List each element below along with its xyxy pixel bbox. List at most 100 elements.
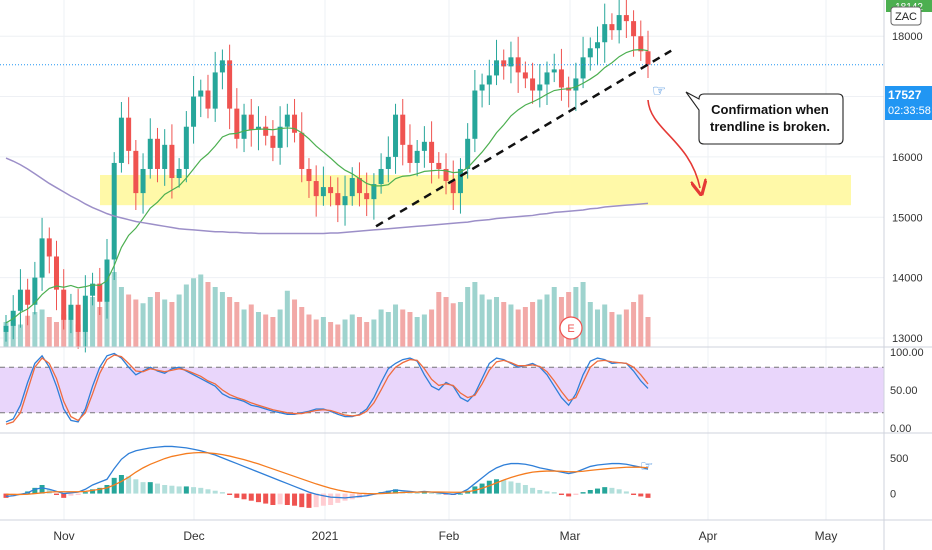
price-tick-label: 13000 <box>892 333 923 345</box>
macd-tick-label: 500 <box>890 453 908 465</box>
symbol-badge[interactable]: ZAC <box>890 6 922 26</box>
macd-histogram-bar <box>277 493 283 505</box>
volume-bar <box>255 312 261 347</box>
candle-body <box>198 90 204 97</box>
candle-body <box>140 168 146 194</box>
volume-bar <box>97 307 103 347</box>
volume-bar <box>580 282 586 347</box>
hand-cursor-icon-macd[interactable]: ☞ <box>640 458 653 475</box>
candle-body <box>97 283 103 302</box>
candle-body <box>68 304 74 320</box>
macd-histogram-bar <box>515 482 521 494</box>
volume-bar <box>551 287 557 347</box>
candle-body <box>313 181 319 197</box>
macd-histogram-bar <box>90 489 96 494</box>
macd-histogram-bar <box>429 492 435 494</box>
macd-histogram-bar <box>414 492 420 494</box>
hand-cursor-icon[interactable]: ☞ <box>652 83 666 100</box>
volume-bar <box>284 290 290 347</box>
macd-histogram-bar <box>421 492 427 494</box>
candle-body <box>320 187 326 197</box>
volume-bar <box>212 287 218 347</box>
macd-histogram-bar <box>191 487 197 494</box>
macd-histogram-bar <box>32 487 38 494</box>
candle-body <box>465 138 471 169</box>
candle-body <box>90 283 96 296</box>
candle-body <box>277 126 283 148</box>
macd-histogram-bar <box>75 493 81 495</box>
volume-bar <box>147 297 153 347</box>
candle-body <box>378 168 384 185</box>
stoch-rsi-band <box>0 367 884 413</box>
macd-histogram-bar <box>385 490 391 494</box>
volume-bar <box>313 319 319 347</box>
volume-bar <box>385 312 391 347</box>
volume-bar <box>68 319 74 347</box>
macd-histogram-bar <box>587 490 593 494</box>
candle-body <box>645 51 651 65</box>
time-tick-label: Nov <box>53 529 74 543</box>
volume-bar <box>183 284 189 347</box>
candle-body <box>349 178 355 197</box>
stoch-rsi-tick-label: 100.00 <box>890 347 924 359</box>
macd-histogram-bar <box>356 493 362 498</box>
volume-bar <box>573 287 579 347</box>
last-price-tag[interactable]: 17527 02:33:58 <box>885 86 932 120</box>
price-tick-label: 16000 <box>892 152 923 164</box>
macd-histogram-bar <box>46 489 52 494</box>
annotation-line-1: Confirmation when <box>711 102 829 117</box>
volume-bar <box>342 319 348 347</box>
volume-bar <box>530 302 536 347</box>
macd-signal-line <box>5 451 649 496</box>
candle-body <box>234 108 240 139</box>
volume-bar <box>241 309 247 347</box>
candle-body <box>75 304 81 332</box>
volume-bar <box>25 315 31 347</box>
candle-body <box>638 36 644 52</box>
volume-bar <box>522 307 528 347</box>
trendline[interactable] <box>375 49 672 228</box>
macd-histogram-bar <box>234 493 240 498</box>
volume-bar <box>133 299 139 347</box>
candle-body <box>32 277 38 305</box>
candle-body <box>364 193 370 200</box>
volume-bar <box>400 309 406 347</box>
volume-bar <box>263 314 269 347</box>
macd-histogram-bar <box>227 493 233 495</box>
time-tick-label: Feb <box>439 529 460 543</box>
volume-bar <box>631 302 637 347</box>
moving-average-long-line <box>5 157 649 235</box>
macd-histogram-bar <box>638 493 644 497</box>
time-tick-label: Mar <box>560 529 581 543</box>
volume-bar <box>306 314 312 347</box>
last-price-value: 17527 <box>888 88 922 102</box>
volume-bar <box>371 319 377 347</box>
volume-bar <box>638 294 644 347</box>
macd-histogram-bar <box>82 492 88 494</box>
time-axis-labels[interactable]: Nov Dec 2021 Feb Mar Apr May <box>53 529 837 543</box>
candle-body <box>292 114 298 133</box>
candle-body <box>371 184 377 200</box>
stoch-rsi-d-line <box>5 354 649 425</box>
time-tick-label: May <box>815 529 838 543</box>
macd-histogram-bar <box>147 482 153 494</box>
candle-body <box>494 60 500 76</box>
macd-histogram-bar <box>140 482 146 494</box>
candle-body <box>255 126 261 130</box>
volume-bar <box>32 312 38 347</box>
macd-histogram-bar <box>551 492 557 494</box>
macd-histogram-bar <box>436 493 442 495</box>
macd-histogram-bar <box>393 489 399 494</box>
volume-bar <box>162 299 168 347</box>
candle-body <box>544 72 550 85</box>
macd-histogram-bar <box>530 487 536 494</box>
volume-bar <box>515 309 521 347</box>
volume-bar <box>248 304 254 347</box>
volume-bar <box>17 324 23 347</box>
volume-bar <box>176 294 182 347</box>
annotation-callout[interactable]: Confirmation when trendline is broken. <box>685 91 844 145</box>
earnings-marker[interactable]: E <box>559 316 583 340</box>
volume-bar <box>299 307 305 347</box>
macd-histogram-bar <box>537 490 543 494</box>
